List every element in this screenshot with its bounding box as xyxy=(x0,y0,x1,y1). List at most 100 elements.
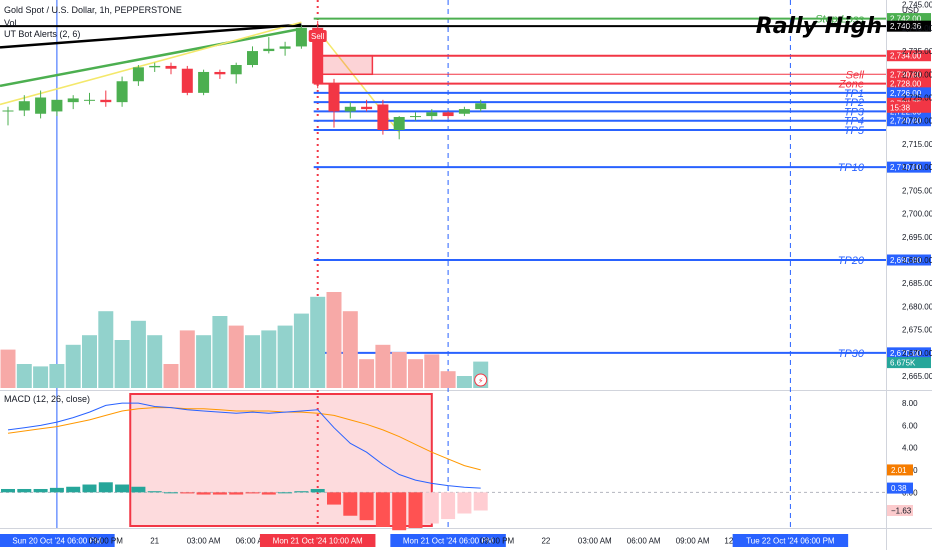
candle-body xyxy=(410,116,421,118)
macd-hist-bar xyxy=(180,492,195,494)
level-label: TP30 xyxy=(838,348,865,360)
time-tick-label: 09:00 PM xyxy=(89,537,124,546)
macd-value-label: 0.38 xyxy=(891,484,907,493)
time-tag-bg xyxy=(732,534,849,547)
volume-bar xyxy=(293,313,309,388)
candle-body xyxy=(84,99,95,101)
time-tag-bg xyxy=(390,534,506,547)
price-tick-label: 2,705.00 xyxy=(902,186,932,195)
level-label: Sell xyxy=(846,69,865,81)
macd-hist-bar xyxy=(343,492,358,516)
macd-hist-bar xyxy=(212,492,227,495)
trend-line-yellow xyxy=(0,21,302,106)
volume-bar xyxy=(33,366,49,388)
macd-hist-bar xyxy=(229,492,244,495)
price-tick-label: 2,745.00 xyxy=(902,1,932,10)
price-tick-label: 2,675.00 xyxy=(902,326,932,335)
level-label: TP4 xyxy=(844,116,864,128)
price-tag-bg xyxy=(887,50,931,62)
macd-hist-bar xyxy=(424,492,439,524)
candle-body xyxy=(165,65,177,69)
candle-body xyxy=(149,65,161,68)
price-tick-label: 2,720.00 xyxy=(902,117,932,126)
price-tag-label: 6.675K xyxy=(890,359,916,368)
price-tag-label: 2,730.00 xyxy=(890,70,922,79)
macd-indicator-label[interactable]: MACD (12, 26, close) xyxy=(4,394,91,404)
time-tag-bg xyxy=(0,534,115,547)
volume-bar xyxy=(310,296,326,388)
lightning-glyph: ⚡ xyxy=(478,377,484,386)
time-tick-label: 09:00 AM xyxy=(676,537,710,546)
candle-body xyxy=(361,106,373,110)
macd-value-label: 2.01 xyxy=(891,466,907,475)
price-tick-label: 2,665.00 xyxy=(902,372,932,381)
volume-indicator-label[interactable]: Vol xyxy=(4,18,17,28)
volume-bar xyxy=(98,311,114,388)
macd-hist-bar xyxy=(473,492,488,511)
price-tick-label: 2,715.00 xyxy=(902,140,932,149)
candle-body xyxy=(230,65,242,75)
trend-line-green xyxy=(0,27,302,88)
macd-hist-bar xyxy=(310,488,325,493)
macd-hist-bar xyxy=(147,491,162,493)
ut-bot-indicator-label[interactable]: UT Bot Alerts (2, 6) xyxy=(4,29,81,39)
time-tick-label: 03:00 AM xyxy=(187,537,221,546)
macd-signal-line xyxy=(7,407,481,471)
candle-body xyxy=(442,112,454,117)
candle-body xyxy=(67,98,79,103)
macd-hist-bar xyxy=(66,486,81,493)
volume-bar xyxy=(261,330,277,388)
sell-signal-badge xyxy=(308,30,327,42)
macd-hist-bar xyxy=(49,487,64,493)
level-label: TP3 xyxy=(844,106,865,118)
time-tick-label: 21 xyxy=(150,537,159,546)
candle-body xyxy=(132,67,144,82)
macd-hist-bar xyxy=(131,486,146,493)
macd-value-tag xyxy=(887,464,913,476)
price-tag-label: 2,690.00 xyxy=(890,256,922,265)
macd-line xyxy=(7,402,481,489)
price-tag-bg xyxy=(887,87,931,99)
price-tag-label: 2,726.00 xyxy=(890,89,922,98)
symbol-title[interactable]: Gold Spot / U.S. Dollar, 1h, PEPPERSTONE xyxy=(4,5,182,15)
candle-body xyxy=(458,109,470,114)
price-tag-bg xyxy=(887,347,931,359)
price-tag-label: 2,740.36 xyxy=(890,22,922,31)
volume-bar xyxy=(65,344,81,388)
candle-body xyxy=(263,48,275,52)
macd-hist-bar xyxy=(392,492,407,531)
candle-body xyxy=(312,27,324,84)
volume-bar xyxy=(147,335,163,388)
macd-hist-bar xyxy=(327,492,341,505)
volume-bar xyxy=(228,325,244,388)
price-tag-label: 2,710.00 xyxy=(890,163,922,172)
candle-body xyxy=(393,117,405,130)
volume-bar xyxy=(277,325,293,388)
volume-bar xyxy=(49,364,65,388)
candle-body xyxy=(344,106,356,112)
trend-line-black xyxy=(0,23,302,49)
price-tag-bg xyxy=(887,78,931,90)
time-tick-label: 09:00 PM xyxy=(480,537,515,546)
price-tag-bg xyxy=(887,13,931,25)
time-tag-label: Tue 22 Oct '24 06:00 PM xyxy=(746,537,835,546)
macd-hist-bar xyxy=(196,492,211,495)
level-label: TP1 xyxy=(844,88,864,100)
candle-body xyxy=(295,27,307,47)
macd-value-tag xyxy=(887,504,913,516)
macd-hist-bar xyxy=(359,492,374,521)
candle-body xyxy=(247,51,258,65)
price-tag-label: 2,720.00 xyxy=(890,117,922,126)
level-label: Zone xyxy=(838,79,864,91)
time-tag-label: Mon 21 Oct '24 10:00 AM xyxy=(273,537,363,546)
lightning-icon xyxy=(474,373,488,387)
level-label: Stop Loss xyxy=(815,14,864,26)
time-tick-label: 03:00 AM xyxy=(578,537,612,546)
price-tick-label: 2,680.00 xyxy=(902,302,932,311)
macd-hist-bar xyxy=(98,482,113,493)
price-tag-bg xyxy=(887,20,931,32)
price-tick-label: 2,700.00 xyxy=(902,210,932,219)
